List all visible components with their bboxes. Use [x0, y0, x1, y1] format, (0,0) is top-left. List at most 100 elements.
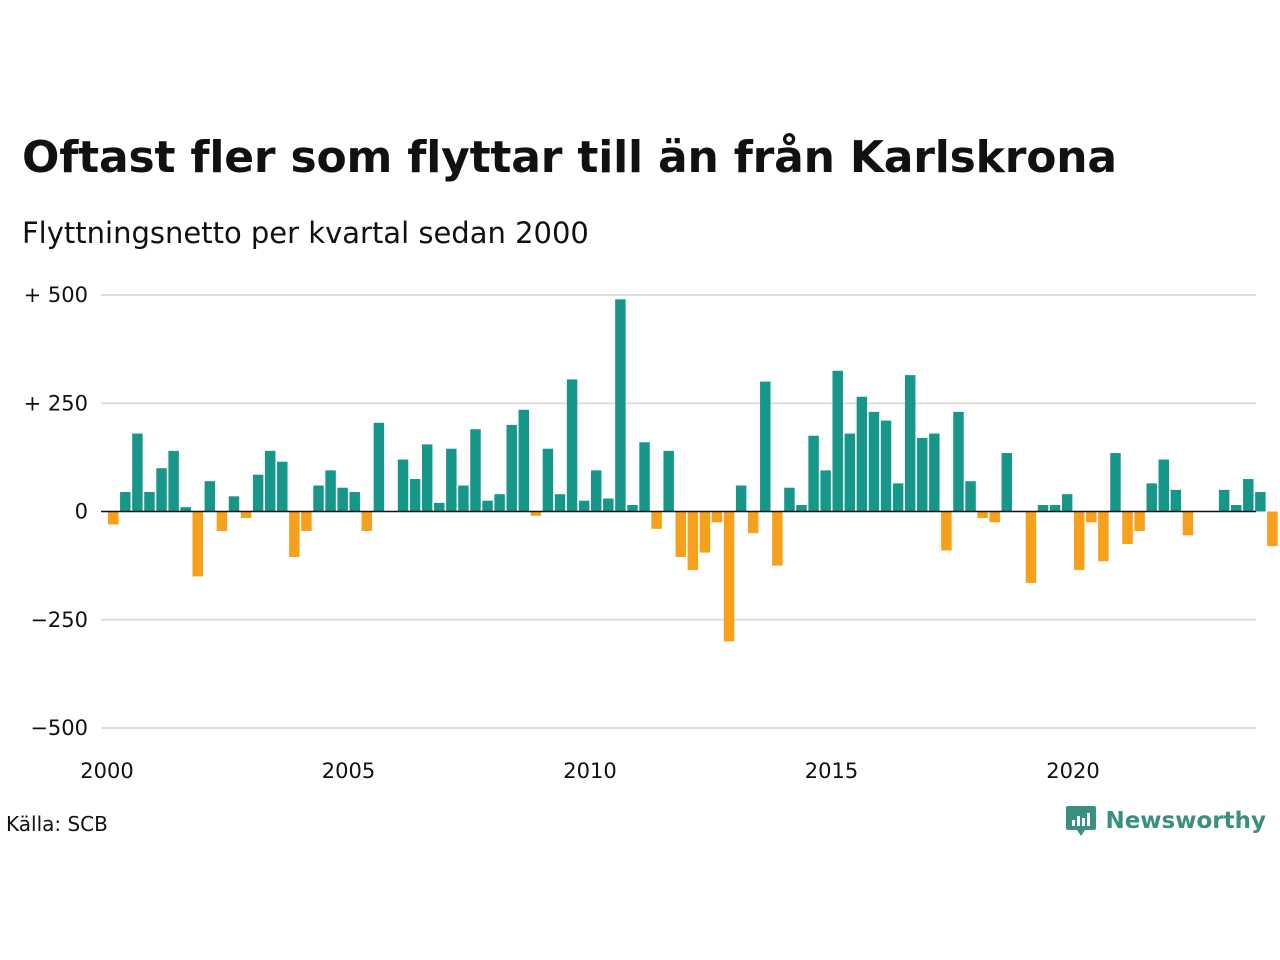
bar: [1230, 505, 1242, 512]
bar: [917, 437, 928, 512]
bar: [289, 511, 300, 557]
bar: [373, 422, 385, 512]
bar: [361, 511, 373, 531]
bar: [675, 511, 686, 557]
bar: [747, 511, 759, 534]
bar: [1170, 489, 1182, 512]
bar: [337, 487, 348, 512]
bar: [1098, 511, 1109, 562]
bar: [603, 498, 614, 512]
x-tick-label: 2015: [805, 759, 858, 783]
x-tick-label: 2000: [80, 759, 133, 783]
bar: [554, 494, 566, 512]
bar: [735, 485, 747, 512]
bar: [1158, 459, 1169, 512]
y-tick-label: 0: [75, 500, 88, 524]
bar: [965, 481, 976, 512]
bar: [591, 470, 602, 512]
bar: [1255, 492, 1266, 512]
axis-layer: + 500 + 250 0 −250 −500 2000 2005 2010 2015 2020: [24, 283, 1256, 783]
bar: [832, 370, 843, 512]
bar: [566, 379, 578, 512]
bar: [615, 299, 626, 512]
bar: [820, 470, 831, 512]
bar: [325, 470, 336, 512]
bar: [349, 492, 360, 512]
brand: Newsworthy: [1065, 804, 1266, 838]
bar: [941, 511, 952, 551]
bar: [156, 468, 167, 512]
chart-title: Oftast fler som flyttar till än från Kar…: [22, 132, 1117, 183]
brand-name: Newsworthy: [1105, 808, 1266, 834]
bar: [760, 381, 771, 512]
bar: [1218, 489, 1230, 512]
bar: [482, 500, 493, 512]
bar: [421, 444, 433, 512]
bar: [494, 494, 505, 512]
bar: [1025, 511, 1037, 583]
bar: [506, 424, 517, 512]
bar: [929, 433, 940, 512]
bar: [1267, 511, 1278, 547]
bar: [132, 433, 143, 512]
bar: [530, 511, 542, 516]
bar: [313, 485, 324, 512]
bar: [409, 479, 421, 512]
y-tick-label: −250: [30, 608, 88, 632]
bar: [301, 511, 312, 531]
bar: [108, 511, 119, 525]
bar: [892, 483, 904, 512]
x-tick-label: 2010: [563, 759, 616, 783]
bar: [784, 487, 795, 512]
bar: [120, 492, 131, 512]
bar: [880, 420, 892, 512]
bar: [1146, 483, 1157, 512]
bar: [144, 492, 155, 512]
bar: [578, 500, 590, 512]
bar: [977, 511, 988, 518]
bar: [1134, 511, 1145, 531]
bar: [687, 511, 699, 570]
bar: [1086, 511, 1097, 523]
bar: [772, 511, 783, 566]
bar: [904, 375, 916, 512]
y-tick-label: + 250: [24, 391, 88, 415]
y-tick-label: + 500: [24, 283, 88, 307]
bar: [856, 396, 868, 512]
bar: [458, 485, 469, 512]
bar: [470, 429, 481, 512]
bar: [434, 502, 445, 512]
chart-subtitle: Flyttningsnetto per kvartal sedan 2000: [22, 216, 589, 250]
bar: [264, 450, 276, 512]
bar: [542, 448, 554, 512]
y-tick-label: −500: [30, 716, 88, 740]
grid-layer: [101, 294, 1256, 729]
newsworthy-logo-icon: [1066, 806, 1097, 836]
bar: [397, 459, 409, 512]
bar: [180, 507, 191, 512]
bar: [711, 511, 723, 523]
bar: [723, 511, 735, 642]
bar: [844, 433, 856, 512]
bar: [1122, 511, 1133, 544]
bar: [1074, 511, 1085, 570]
bar: [808, 435, 819, 512]
bar: [277, 461, 288, 512]
bar: [1243, 479, 1254, 512]
x-tick-label: 2005: [322, 759, 375, 783]
bar: [796, 505, 807, 512]
bar: [446, 448, 457, 512]
bar: [627, 505, 638, 512]
bar: [168, 450, 179, 512]
bar-layer: [108, 299, 1278, 642]
bar: [518, 409, 530, 512]
bar: [1061, 494, 1073, 512]
bar: [1001, 453, 1013, 512]
bar: [1182, 511, 1194, 536]
bar: [1037, 505, 1049, 512]
source-note: Källa: SCB: [6, 812, 108, 836]
bar: [228, 496, 240, 512]
bar: [252, 474, 264, 512]
bar: [192, 511, 203, 577]
bar: [953, 411, 964, 512]
